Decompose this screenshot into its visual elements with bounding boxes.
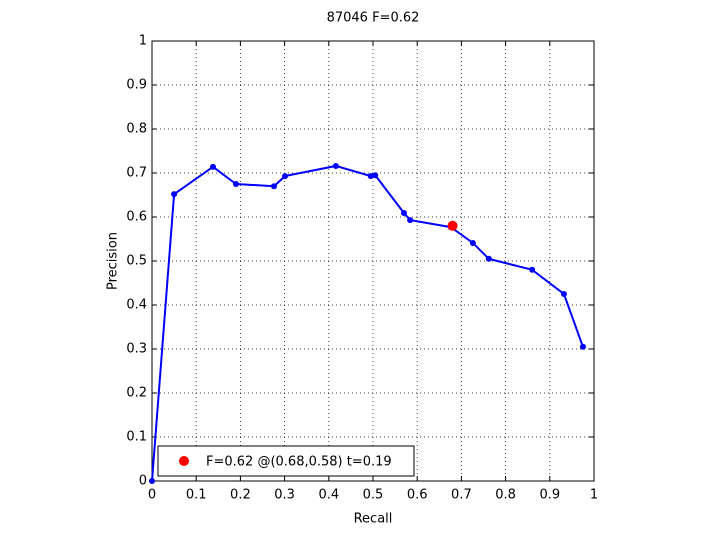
- chart-title: 87046 F=0.62: [327, 11, 420, 26]
- x-tick-label: 0.7: [451, 488, 472, 503]
- axes-box: [151, 40, 595, 482]
- y-tick-label: 0.2: [126, 386, 147, 401]
- legend-marker: [179, 456, 189, 466]
- x-tick-label: 0.1: [186, 488, 207, 503]
- x-tick-label: 0.4: [318, 488, 339, 503]
- data-point: [485, 255, 492, 262]
- x-tick-label: 0.6: [407, 488, 428, 503]
- x-tick-label: 1: [590, 488, 598, 503]
- y-tick-label: 0.1: [126, 430, 147, 445]
- data-point: [469, 239, 476, 246]
- data-point: [400, 210, 407, 217]
- y-tick-label: 0.4: [126, 298, 147, 313]
- y-tick-label: 0.9: [126, 78, 147, 93]
- x-tick-label: 0.2: [230, 488, 251, 503]
- data-point: [232, 181, 239, 187]
- y-tick-label: 0.7: [126, 166, 147, 181]
- y-tick-label: 0.6: [126, 210, 147, 225]
- data-point: [209, 163, 216, 170]
- x-tick-label: 0.5: [363, 488, 384, 503]
- legend-label: F=0.62 @(0.68,0.58) t=0.19: [206, 455, 392, 470]
- x-tick-label: 0.9: [539, 488, 560, 503]
- data-point: [149, 478, 155, 484]
- y-tick-label: 1: [139, 34, 147, 49]
- data-point: [529, 266, 536, 273]
- x-tick-label: 0.8: [495, 488, 516, 503]
- x-axis-label: Recall: [354, 512, 393, 527]
- data-point: [560, 291, 567, 297]
- legend-box: [157, 445, 415, 477]
- y-axis-label: Precision: [106, 232, 121, 290]
- y-tick-label: 0.3: [126, 342, 147, 357]
- y-tick-label: 0.8: [126, 122, 147, 137]
- x-tick-label: 0.3: [274, 488, 295, 503]
- data-point: [332, 162, 339, 169]
- data-point: [171, 191, 178, 198]
- data-point: [579, 343, 586, 350]
- y-tick-label: 0.5: [126, 254, 147, 269]
- data-point: [407, 217, 414, 224]
- data-point: [447, 220, 458, 231]
- data-point: [282, 173, 289, 180]
- data-point: [270, 183, 277, 190]
- x-tick-label: 0: [148, 488, 156, 503]
- data-point: [372, 172, 379, 179]
- y-tick-label: 0: [139, 474, 147, 489]
